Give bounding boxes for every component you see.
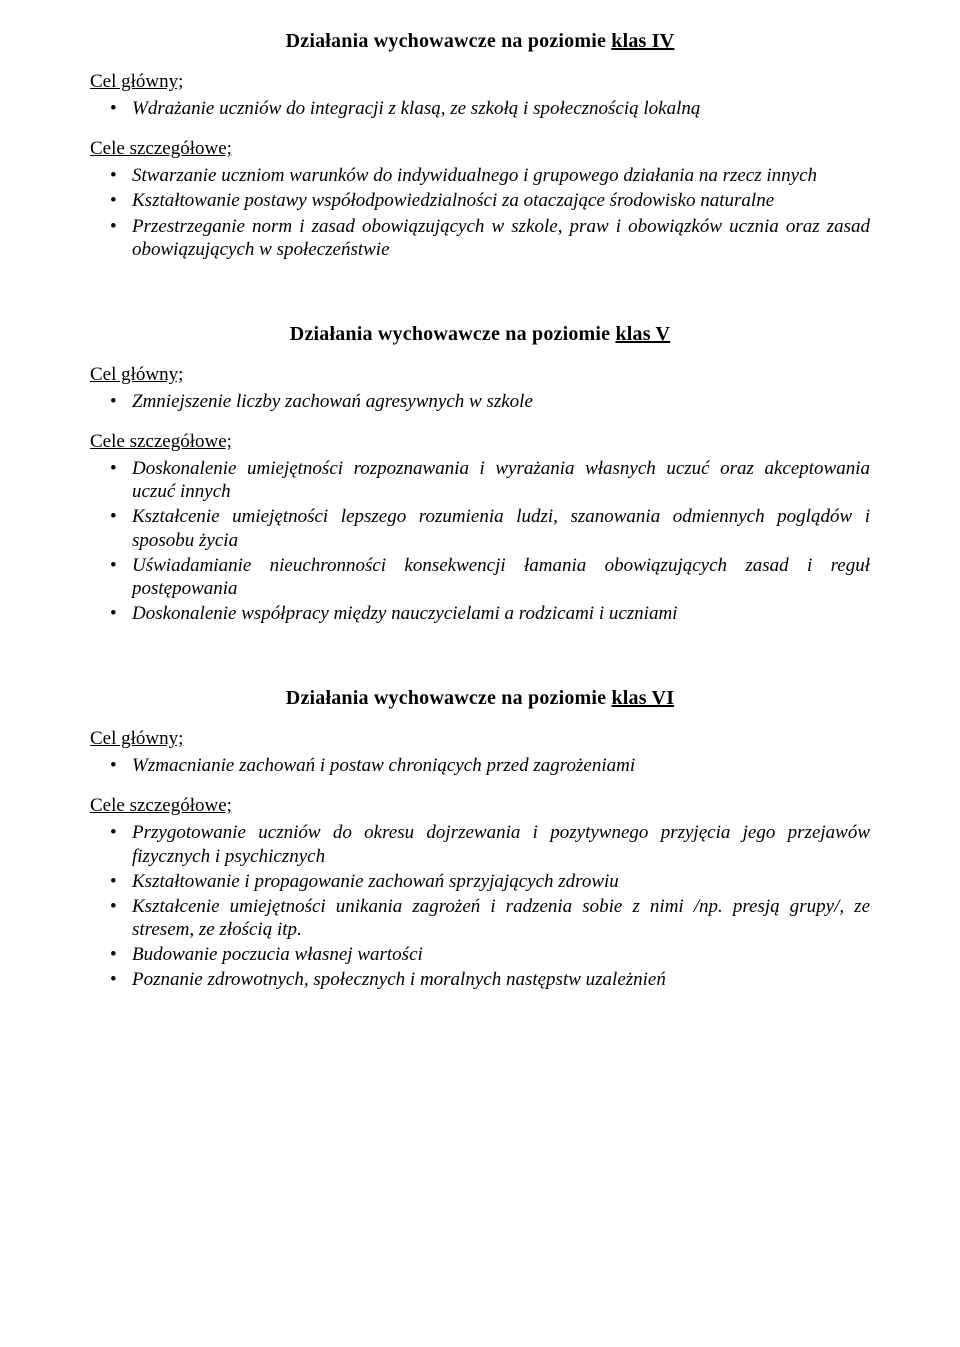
detail-label-iv: Cele szczegółowe;: [90, 138, 870, 160]
main-goal-list-iv: Wdrażanie uczniów do integracji z klasą,…: [90, 97, 870, 120]
list-item: Poznanie zdrowotnych, społecznych i mora…: [132, 968, 870, 991]
section-gap: [90, 643, 870, 687]
title-plain: Działania wychowawcze na poziomie: [290, 323, 616, 345]
document-page: Działania wychowawcze na poziomie klas I…: [0, 0, 960, 1347]
section-gap: [90, 279, 870, 323]
list-item: Kształtowanie postawy współodpowiedzialn…: [132, 189, 870, 212]
list-item: Kształcenie umiejętności unikania zagroż…: [132, 895, 870, 941]
list-item: Doskonalenie współpracy między nauczycie…: [132, 602, 870, 625]
list-item: Uświadamianie nieuchronności konsekwencj…: [132, 554, 870, 600]
detail-label-v: Cele szczegółowe;: [90, 431, 870, 453]
title-underlined: klas IV: [611, 30, 674, 52]
detail-label-vi: Cele szczegółowe;: [90, 795, 870, 817]
detail-list-vi: Przygotowanie uczniów do okresu dojrzewa…: [90, 821, 870, 991]
section-title-v: Działania wychowawcze na poziomie klas V: [90, 323, 870, 346]
title-plain: Działania wychowawcze na poziomie: [286, 30, 612, 52]
list-item: Budowanie poczucia własnej wartości: [132, 943, 870, 966]
list-item: Stwarzanie uczniom warunków do indywidua…: [132, 164, 870, 187]
detail-list-iv: Stwarzanie uczniom warunków do indywidua…: [90, 164, 870, 261]
main-goal-label-v: Cel główny;: [90, 364, 870, 386]
title-underlined: klas VI: [611, 687, 674, 709]
list-item: Kształcenie umiejętności lepszego rozumi…: [132, 505, 870, 551]
title-plain: Działania wychowawcze na poziomie: [286, 687, 612, 709]
section-title-vi: Działania wychowawcze na poziomie klas V…: [90, 687, 870, 710]
section-title-iv: Działania wychowawcze na poziomie klas I…: [90, 30, 870, 53]
list-item: Doskonalenie umiejętności rozpoznawania …: [132, 457, 870, 503]
list-item: Przestrzeganie norm i zasad obowiązujący…: [132, 215, 870, 261]
list-item: Wdrażanie uczniów do integracji z klasą,…: [132, 97, 870, 120]
main-goal-label-vi: Cel główny;: [90, 728, 870, 750]
list-item: Wzmacnianie zachowań i postaw chroniącyc…: [132, 754, 870, 777]
title-underlined: klas V: [615, 323, 670, 345]
detail-list-v: Doskonalenie umiejętności rozpoznawania …: [90, 457, 870, 625]
list-item: Zmniejszenie liczby zachowań agresywnych…: [132, 390, 870, 413]
main-goal-list-v: Zmniejszenie liczby zachowań agresywnych…: [90, 390, 870, 413]
main-goal-label-iv: Cel główny;: [90, 71, 870, 93]
main-goal-list-vi: Wzmacnianie zachowań i postaw chroniącyc…: [90, 754, 870, 777]
list-item: Kształtowanie i propagowanie zachowań sp…: [132, 870, 870, 893]
list-item: Przygotowanie uczniów do okresu dojrzewa…: [132, 821, 870, 867]
